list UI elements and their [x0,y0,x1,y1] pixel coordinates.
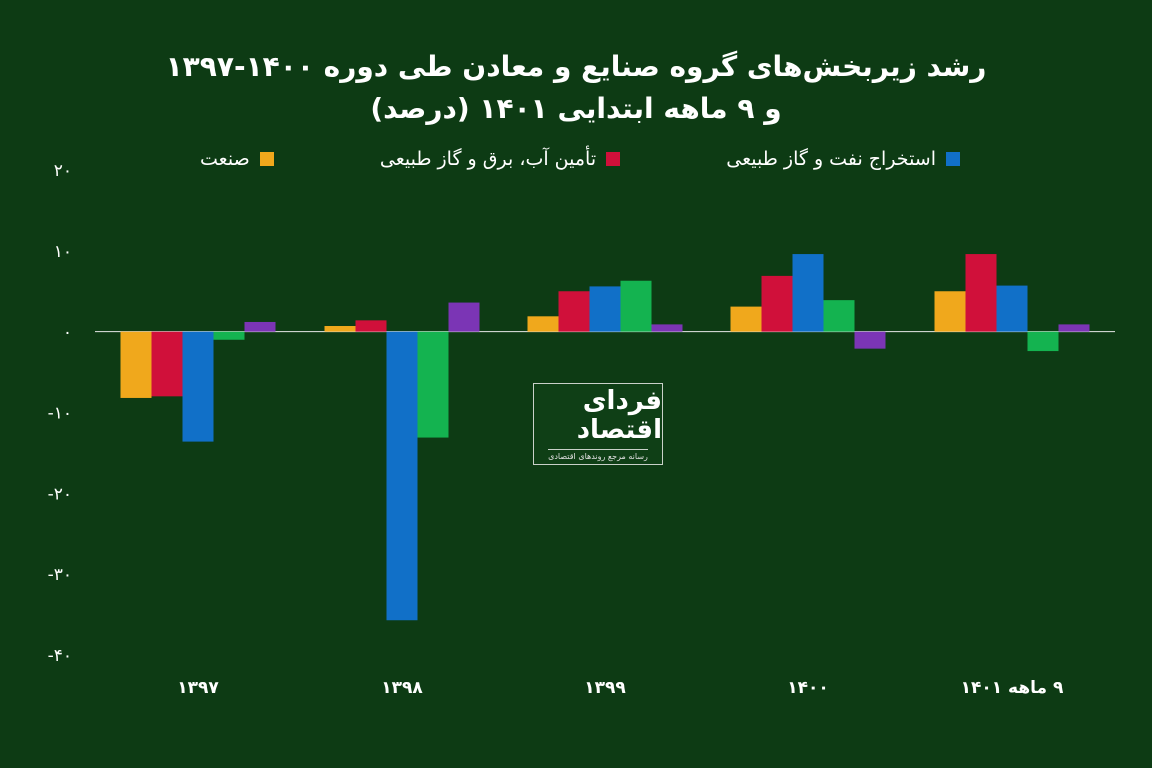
x-tick-label: ۹ ماهه ۱۴۰۱ [961,678,1064,698]
bar [792,254,824,332]
y-tick-label: -۲۰ [48,484,72,504]
bar [355,320,387,332]
legend-label-mining: استخراج نفت و گاز طبیعی [726,148,936,170]
legend-item-industry: صنعت [200,148,274,170]
bar [120,331,152,398]
bar [651,324,683,332]
bar [730,306,762,332]
bar [527,316,559,332]
legend-swatch-utilities [606,152,621,166]
bar [1058,324,1090,332]
bar [589,286,621,332]
x-tick-label: ۱۳۹۸ [381,678,423,698]
bar [213,331,245,340]
y-tick-label: -۳۰ [48,565,72,585]
logo-main-text: فردای اقتصاد [576,386,662,445]
bar [965,254,997,332]
bar [244,321,276,332]
bar [151,331,183,397]
y-tick-label: -۴۰ [48,646,72,666]
chart-title-line2: و ۹ ماهه ابتدایی ۱۴۰۱ (درصد) [370,92,782,125]
bar [934,291,966,332]
chart-legend: استخراج نفت و گاز طبیعی تأمین آب، برق و … [200,148,960,170]
bar [417,331,449,438]
y-tick-label: -۱۰ [48,404,72,424]
x-tick-label: ۱۴۰۰ [787,678,829,698]
bar [1027,331,1059,352]
legend-item-mining: استخراج نفت و گاز طبیعی [726,148,960,170]
bar [448,302,480,332]
y-tick-label: ۱۰ [54,242,72,262]
watermark-logo: فردای اقتصاد رسانه مرجع روندهای اقتصادی [533,383,663,465]
legend-swatch-mining [946,152,960,166]
bar [761,275,793,332]
bar [620,280,652,332]
y-tick-label: ۰ [63,323,72,343]
bar [182,331,214,442]
bar [823,300,855,332]
chart-title-line1: رشد زیربخش‌های گروه صنایع و معادن طی دور… [165,50,987,83]
legend-swatch-industry [259,152,274,166]
legend-label-industry: صنعت [200,148,250,170]
x-tick-label: ۱۳۹۷ [177,678,219,698]
bar [854,331,886,349]
bar [324,326,356,332]
logo-sub-text: رسانه مرجع روندهای اقتصادی [548,448,648,461]
y-tick-label: ۲۰ [54,161,72,181]
bar [996,285,1028,332]
bar [558,291,590,332]
legend-item-utilities: تأمین آب، برق و گاز طبیعی [379,148,621,170]
x-tick-label: ۱۳۹۹ [584,678,626,698]
legend-label-utilities: تأمین آب، برق و گاز طبیعی [379,148,597,170]
bar [386,331,418,621]
